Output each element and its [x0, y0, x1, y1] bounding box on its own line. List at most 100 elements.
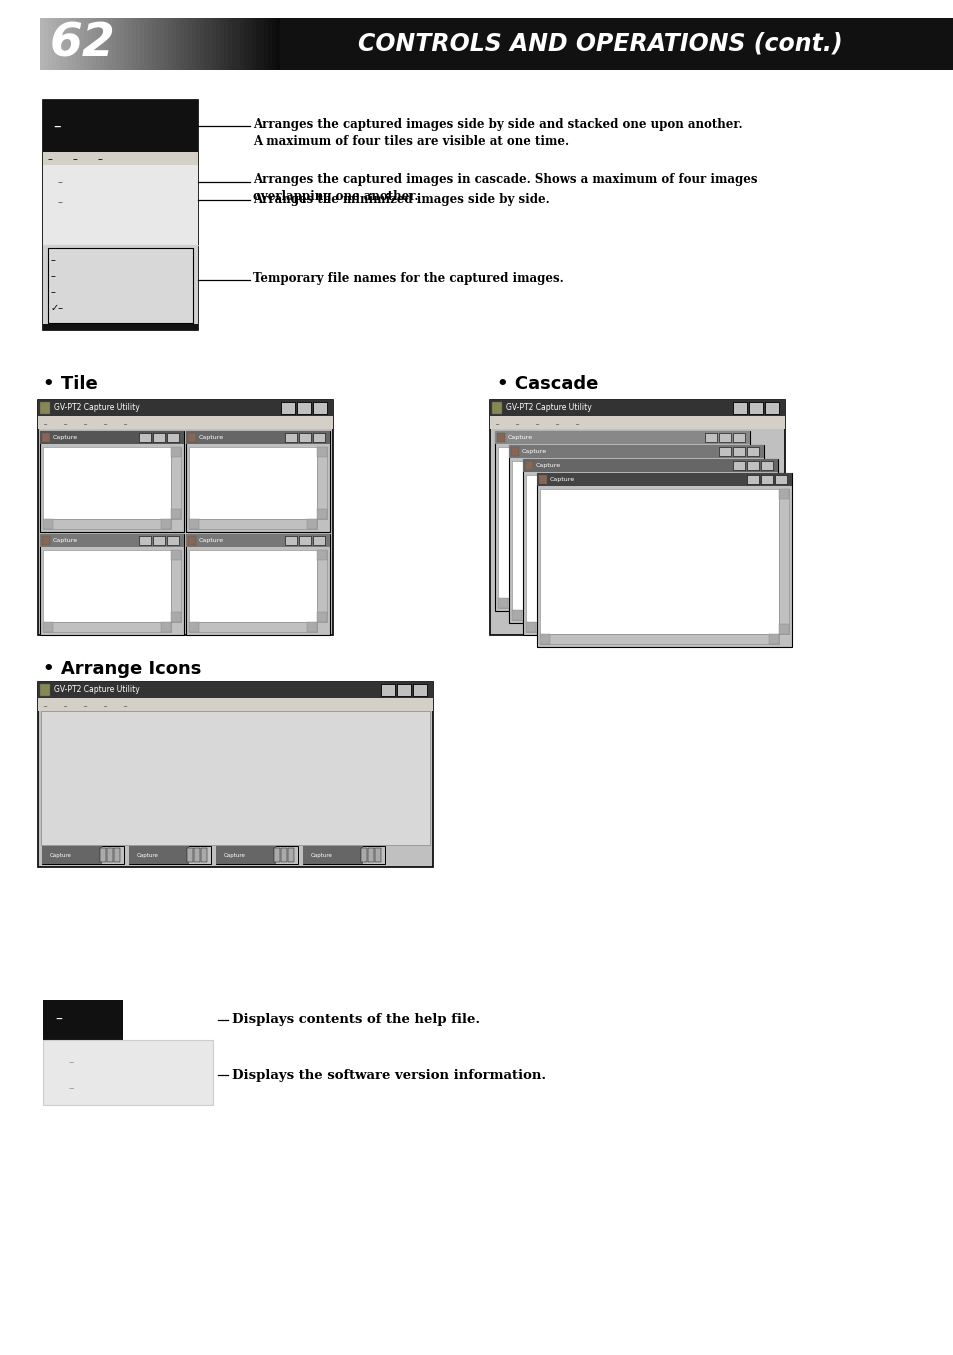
Bar [113, 848, 120, 862]
Bar [268, 18, 273, 70]
Bar [186, 431, 330, 444]
Bar [132, 18, 136, 70]
Bar [316, 509, 327, 519]
Text: CONTROLS AND OPERATIONS (cont.): CONTROLS AND OPERATIONS (cont.) [357, 33, 841, 56]
Bar [732, 402, 746, 415]
Bar [80, 18, 85, 70]
Bar [490, 416, 784, 430]
Bar [164, 18, 169, 70]
Bar [316, 550, 327, 622]
Bar [779, 489, 788, 634]
Bar [746, 461, 759, 470]
Bar [100, 848, 106, 862]
Bar [316, 550, 327, 560]
Bar [171, 509, 181, 519]
Bar [296, 402, 311, 415]
Bar [152, 18, 156, 70]
Text: Capture: Capture [50, 852, 71, 858]
Text: _: _ [575, 420, 579, 424]
Bar [38, 400, 333, 635]
Bar [285, 434, 296, 442]
Bar [43, 100, 198, 152]
Bar [737, 447, 746, 457]
Bar [108, 18, 112, 70]
Bar [107, 848, 112, 862]
Bar [43, 152, 198, 165]
Bar [512, 461, 750, 610]
Bar [38, 416, 333, 430]
Bar [136, 18, 140, 70]
Bar [316, 447, 327, 519]
Bar [307, 622, 316, 631]
Bar [719, 447, 730, 457]
Bar [754, 622, 764, 631]
Bar [208, 18, 213, 70]
Text: –: – [68, 1083, 73, 1093]
Bar [43, 519, 171, 528]
Bar [732, 461, 744, 470]
Bar [188, 537, 195, 545]
Bar [171, 550, 181, 622]
Bar [171, 447, 181, 519]
Text: • Tile: • Tile [43, 375, 97, 393]
Bar [96, 18, 100, 70]
Bar [201, 848, 207, 862]
Bar [139, 537, 151, 545]
Bar [497, 434, 504, 442]
Bar [750, 600, 760, 610]
Bar [171, 447, 181, 457]
Bar [40, 534, 184, 635]
Bar [112, 18, 116, 70]
Bar [215, 846, 275, 864]
Text: Capture: Capture [521, 449, 547, 454]
Bar [779, 625, 788, 634]
Bar [774, 476, 786, 484]
Bar [48, 18, 52, 70]
Bar [732, 434, 744, 442]
Bar [43, 165, 198, 245]
Bar [160, 18, 164, 70]
Bar [188, 434, 195, 442]
Bar [144, 18, 149, 70]
Bar [303, 846, 385, 864]
Bar [240, 18, 244, 70]
Text: _: _ [103, 702, 108, 706]
Bar [746, 476, 759, 484]
Bar [275, 18, 280, 70]
Bar [186, 534, 330, 547]
Text: –: – [51, 255, 56, 266]
Bar [537, 473, 791, 486]
Bar [52, 18, 56, 70]
Text: Temporary file names for the captured images.: Temporary file names for the captured im… [253, 272, 563, 285]
Text: • Cascade: • Cascade [497, 375, 598, 393]
Text: • Arrange Icons: • Arrange Icons [43, 660, 201, 678]
Text: GV-PT2 Capture Utility: GV-PT2 Capture Utility [505, 404, 591, 412]
Bar [360, 848, 367, 862]
Bar [726, 598, 737, 608]
Text: _: _ [515, 420, 519, 424]
Text: –: – [51, 287, 56, 297]
Bar [779, 489, 788, 499]
Text: _: _ [83, 702, 88, 706]
Bar [737, 447, 746, 598]
Text: Capture: Capture [53, 538, 78, 543]
Bar [192, 18, 196, 70]
Bar [200, 18, 204, 70]
Bar [525, 476, 764, 622]
Bar [375, 848, 380, 862]
Text: _: _ [83, 420, 88, 424]
Bar [43, 550, 171, 622]
Bar [189, 622, 316, 631]
Bar [522, 459, 778, 635]
Bar [139, 434, 151, 442]
Bar [539, 634, 550, 644]
Bar [128, 18, 132, 70]
Bar [104, 18, 109, 70]
Bar [40, 534, 184, 547]
Bar [38, 682, 433, 698]
Bar [84, 18, 89, 70]
Text: Capture: Capture [311, 852, 333, 858]
Bar [260, 18, 264, 70]
Bar [764, 612, 774, 622]
Bar [48, 248, 193, 322]
